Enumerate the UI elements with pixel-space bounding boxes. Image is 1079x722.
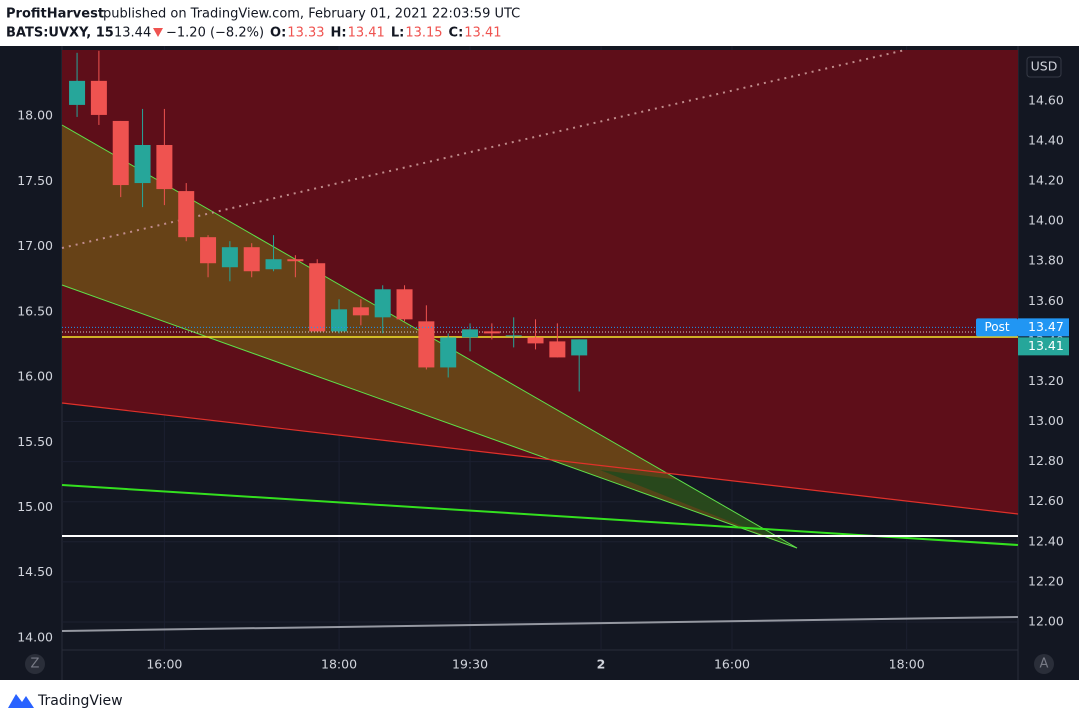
ohlc-value: 13.41 <box>348 26 385 41</box>
candle-body <box>396 289 413 320</box>
dotted-trendline <box>61 49 906 249</box>
candle-body <box>112 120 129 186</box>
y2-tick-label: 12.40 <box>1028 533 1064 548</box>
wedge-lower <box>61 284 798 549</box>
author: ProfitHarvest <box>6 7 104 22</box>
y2-tick-label: 14.00 <box>1028 213 1064 228</box>
x-tick-label: 16:00 <box>146 657 182 672</box>
candle-body <box>221 247 238 268</box>
y2-tick-label: 13.80 <box>1028 253 1064 268</box>
post-price-label: 13.47 <box>1028 319 1064 334</box>
post-tag <box>976 318 1018 337</box>
candle-body <box>134 144 151 184</box>
candle-body <box>287 259 304 262</box>
ohlc-value: 13.33 <box>287 26 324 41</box>
published: published on TradingView.com, February 0… <box>103 7 520 22</box>
candle-body <box>178 191 195 238</box>
post-price-tag <box>1018 318 1069 337</box>
y-tick-label: 17.00 <box>17 238 53 253</box>
candle-body <box>483 331 500 334</box>
header-price: 13.44 <box>114 26 151 41</box>
y2-tick-label: 14.60 <box>1028 92 1064 107</box>
x-tick-label: 18:00 <box>321 657 357 672</box>
candle-body <box>418 321 435 368</box>
y2-tick-label: 12.00 <box>1028 613 1064 628</box>
y2-tick-label: 12.80 <box>1028 453 1064 468</box>
header-change: −1.20 (−8.2%) <box>166 26 264 41</box>
y2-tick-label: 13.00 <box>1028 413 1064 428</box>
candle-body <box>505 335 522 337</box>
last-price-label: 13.41 <box>1028 338 1064 353</box>
y2-tick-label: 13.60 <box>1028 293 1064 308</box>
last-price-tag <box>1018 337 1069 356</box>
candle-body <box>69 80 86 105</box>
header-bg <box>0 0 1079 46</box>
y2-tick-label: 13.20 <box>1028 373 1064 388</box>
candle-body <box>243 247 260 272</box>
brand: TradingView <box>37 693 123 709</box>
candle-body <box>309 263 326 332</box>
marks <box>62 50 1018 392</box>
red-trendline <box>61 402 1019 515</box>
candle-body <box>374 289 391 318</box>
red-zone <box>62 50 1018 514</box>
brand-logo <box>8 694 34 708</box>
candle-body <box>200 237 217 264</box>
down-arrow <box>153 28 163 37</box>
candle-body <box>440 337 457 368</box>
y2-tick-label: 14.20 <box>1028 173 1064 188</box>
post-tag-label: Post <box>984 320 1009 334</box>
y2-tick-label: 14.40 <box>1028 132 1064 147</box>
ohlc-label: H: <box>331 26 347 41</box>
x-tick-label: 18:00 <box>889 657 925 672</box>
ohlc-label: L: <box>391 26 404 41</box>
x-tick-label: 19:30 <box>452 657 488 672</box>
footer-bg <box>0 680 1079 722</box>
symbol: BATS:UVXY, 15 <box>6 26 114 41</box>
ohlc-label: C: <box>449 26 464 41</box>
y-tick-label: 17.50 <box>17 173 53 188</box>
candle-body <box>265 259 282 270</box>
ohlc-label: O: <box>270 26 286 41</box>
y-tick-label: 15.00 <box>17 499 53 514</box>
gray-trendline <box>61 616 1019 632</box>
y-tick-label: 15.50 <box>17 434 53 449</box>
candle-body <box>549 341 566 358</box>
y-tick-label: 18.00 <box>17 108 53 123</box>
candle-body <box>462 329 479 338</box>
y2-tick-label: 12.60 <box>1028 493 1064 508</box>
candle-body <box>352 307 369 316</box>
x-tick-label: 16:00 <box>714 657 750 672</box>
candle-body <box>331 309 348 332</box>
ohlc-value: 13.41 <box>464 26 501 41</box>
y-tick-label: 14.50 <box>17 564 53 579</box>
zoom-button-label[interactable]: Z <box>31 657 40 672</box>
y2-tick-label: 12.20 <box>1028 573 1064 588</box>
auto-button-label[interactable]: A <box>1040 657 1049 672</box>
zoom-button[interactable] <box>25 654 45 674</box>
x-tick-label: 2 <box>597 657 606 672</box>
y-tick-label: 14.00 <box>17 629 53 644</box>
y-tick-label: 16.00 <box>17 369 53 384</box>
auto-button[interactable] <box>1034 654 1054 674</box>
candle-body <box>571 339 588 356</box>
candle-body <box>527 337 544 344</box>
y-tick-label: 16.50 <box>17 303 53 318</box>
ohlc-value: 13.15 <box>405 26 442 41</box>
currency-box[interactable] <box>1026 56 1062 78</box>
currency[interactable]: USD <box>1031 59 1058 74</box>
candle-body <box>90 80 107 115</box>
candle-body <box>156 144 173 190</box>
